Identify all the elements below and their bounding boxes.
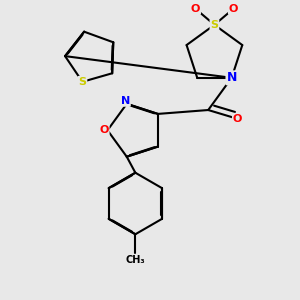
Text: N: N [121, 96, 130, 106]
Text: O: O [191, 4, 200, 14]
Text: O: O [99, 125, 109, 135]
Text: O: O [233, 114, 242, 124]
Text: S: S [78, 77, 86, 87]
Text: O: O [229, 4, 238, 14]
Text: CH₃: CH₃ [125, 255, 145, 265]
Text: S: S [210, 20, 218, 30]
Text: N: N [226, 71, 237, 84]
